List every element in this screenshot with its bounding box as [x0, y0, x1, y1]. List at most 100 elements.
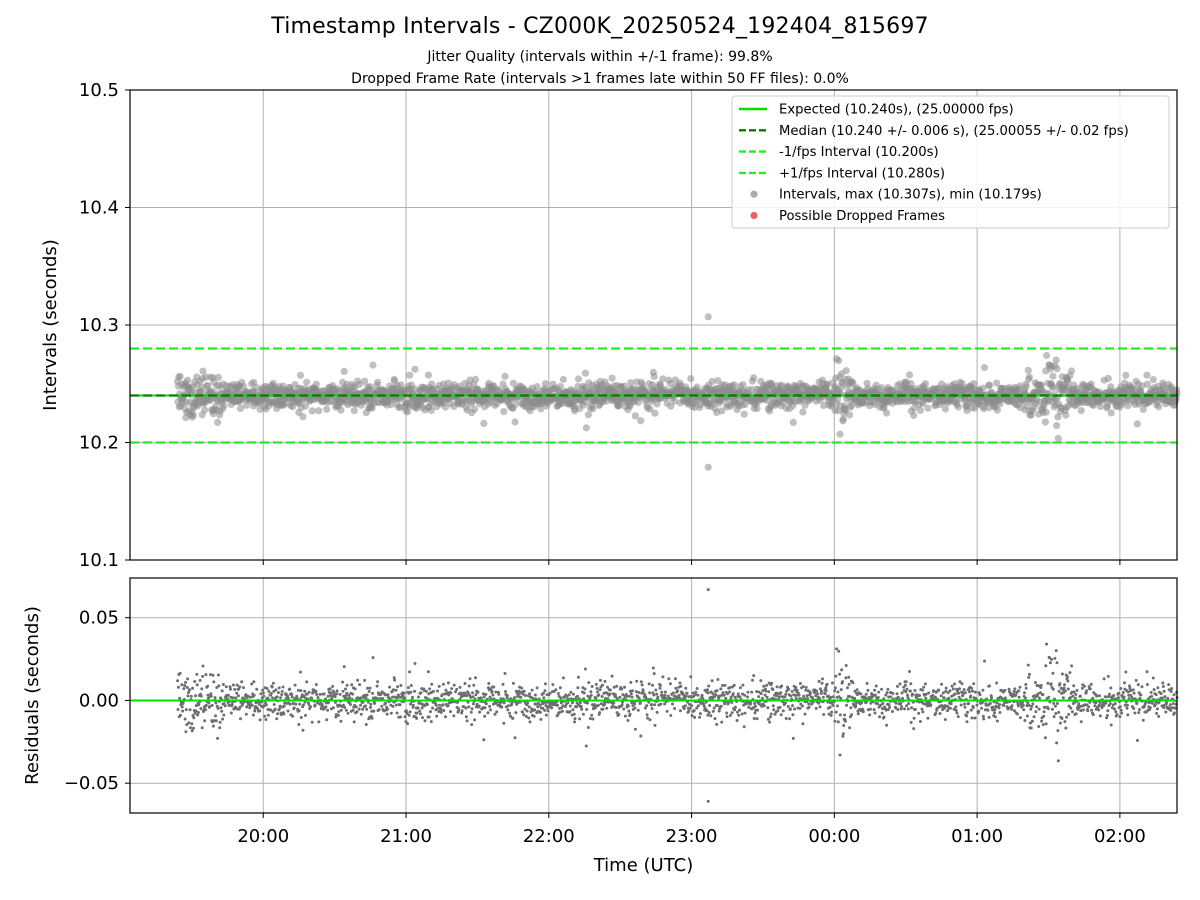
- residual-point: [1057, 710, 1061, 714]
- residual-point: [409, 702, 412, 706]
- residual-point: [517, 689, 521, 693]
- residual-point: [787, 687, 791, 691]
- residual-point: [817, 701, 821, 705]
- residual-point: [439, 710, 443, 714]
- residual-point: [1026, 701, 1030, 705]
- residual-point: [1085, 689, 1089, 693]
- interval-point: [919, 400, 927, 408]
- residual-point: [578, 701, 582, 704]
- residual-point: [377, 708, 381, 712]
- residual-point: [363, 678, 367, 682]
- residual-point: [869, 701, 873, 705]
- residual-point: [303, 689, 307, 693]
- residual-point: [556, 692, 560, 695]
- residual-point: [192, 716, 196, 720]
- residual-point: [342, 665, 346, 669]
- residual-point: [269, 708, 273, 712]
- residuals-ylabel: Residuals (seconds): [22, 606, 43, 785]
- residual-point: [238, 685, 242, 689]
- residual-point: [838, 753, 842, 757]
- interval-point: [980, 405, 988, 413]
- residual-point: [424, 689, 428, 693]
- residual-point: [600, 695, 604, 698]
- legend-box: [731, 95, 1170, 229]
- residual-point: [469, 710, 473, 714]
- residual-point: [398, 703, 402, 707]
- residual-ytick-label-0: −0.05: [64, 773, 119, 794]
- residual-point: [401, 694, 405, 698]
- residual-point: [942, 696, 946, 700]
- residual-point: [843, 719, 847, 723]
- interval-point: [501, 372, 509, 380]
- residual-point: [698, 715, 702, 719]
- residual-point: [286, 709, 290, 713]
- residual-point: [908, 689, 912, 693]
- residual-point: [1007, 706, 1011, 710]
- residual-point: [187, 721, 191, 725]
- residual-point: [993, 715, 997, 719]
- residual-point: [1093, 704, 1097, 708]
- residual-point: [335, 692, 339, 696]
- residual-point: [589, 693, 593, 697]
- residual-point: [258, 709, 262, 713]
- residual-point: [402, 691, 406, 695]
- residual-point: [262, 694, 266, 698]
- residual-point: [617, 713, 621, 717]
- residual-point: [1003, 696, 1007, 700]
- residual-point: [803, 712, 807, 716]
- residual-point: [452, 683, 456, 687]
- residual-point: [753, 702, 757, 705]
- interval-point: [1037, 381, 1045, 389]
- residual-point: [178, 696, 182, 700]
- residual-point: [821, 677, 824, 681]
- legend-entry-4: Intervals, max (10.307s), min (10.179s): [779, 188, 1042, 203]
- residual-point: [561, 704, 565, 708]
- residual-point: [487, 682, 491, 685]
- residual-point: [669, 714, 673, 717]
- interval-point: [471, 405, 479, 413]
- residual-point: [444, 688, 448, 692]
- residual-point: [850, 713, 854, 717]
- interval-extreme-point: [704, 463, 712, 471]
- residual-point: [206, 684, 210, 688]
- residual-point: [181, 709, 185, 713]
- interval-point: [789, 418, 797, 426]
- residual-point: [1070, 710, 1074, 714]
- interval-point: [1149, 376, 1157, 384]
- interval-point: [303, 378, 311, 386]
- residual-point: [759, 692, 763, 696]
- residual-point: [1113, 702, 1117, 706]
- interval-point: [214, 418, 222, 426]
- residual-point: [1065, 675, 1069, 679]
- residual-point: [1150, 701, 1154, 705]
- residual-point: [536, 705, 540, 709]
- interval-point: [837, 390, 845, 398]
- residual-point: [1119, 687, 1123, 690]
- residual-point: [413, 689, 417, 693]
- residual-point: [213, 696, 217, 700]
- residual-point: [201, 674, 205, 678]
- residual-point: [344, 687, 347, 691]
- interval-point: [608, 374, 616, 382]
- residual-point: [1109, 723, 1113, 727]
- residual-point: [244, 712, 248, 716]
- residual-point: [940, 682, 944, 686]
- residual-point: [1044, 664, 1048, 668]
- residual-point: [728, 690, 732, 694]
- residual-point: [603, 702, 607, 706]
- residual-point: [198, 678, 202, 682]
- interval-point: [996, 400, 1004, 408]
- residual-point: [331, 685, 335, 688]
- residual-point: [1048, 661, 1052, 665]
- residual-point: [995, 681, 999, 685]
- residual-extreme-point: [706, 799, 710, 803]
- residual-point: [1042, 710, 1046, 714]
- residual-point: [777, 695, 781, 699]
- residual-point: [544, 713, 548, 717]
- residual-point: [571, 692, 575, 696]
- residual-point: [828, 705, 832, 709]
- residual-point: [712, 706, 716, 710]
- residual-point: [195, 672, 199, 676]
- residual-point: [1124, 670, 1128, 674]
